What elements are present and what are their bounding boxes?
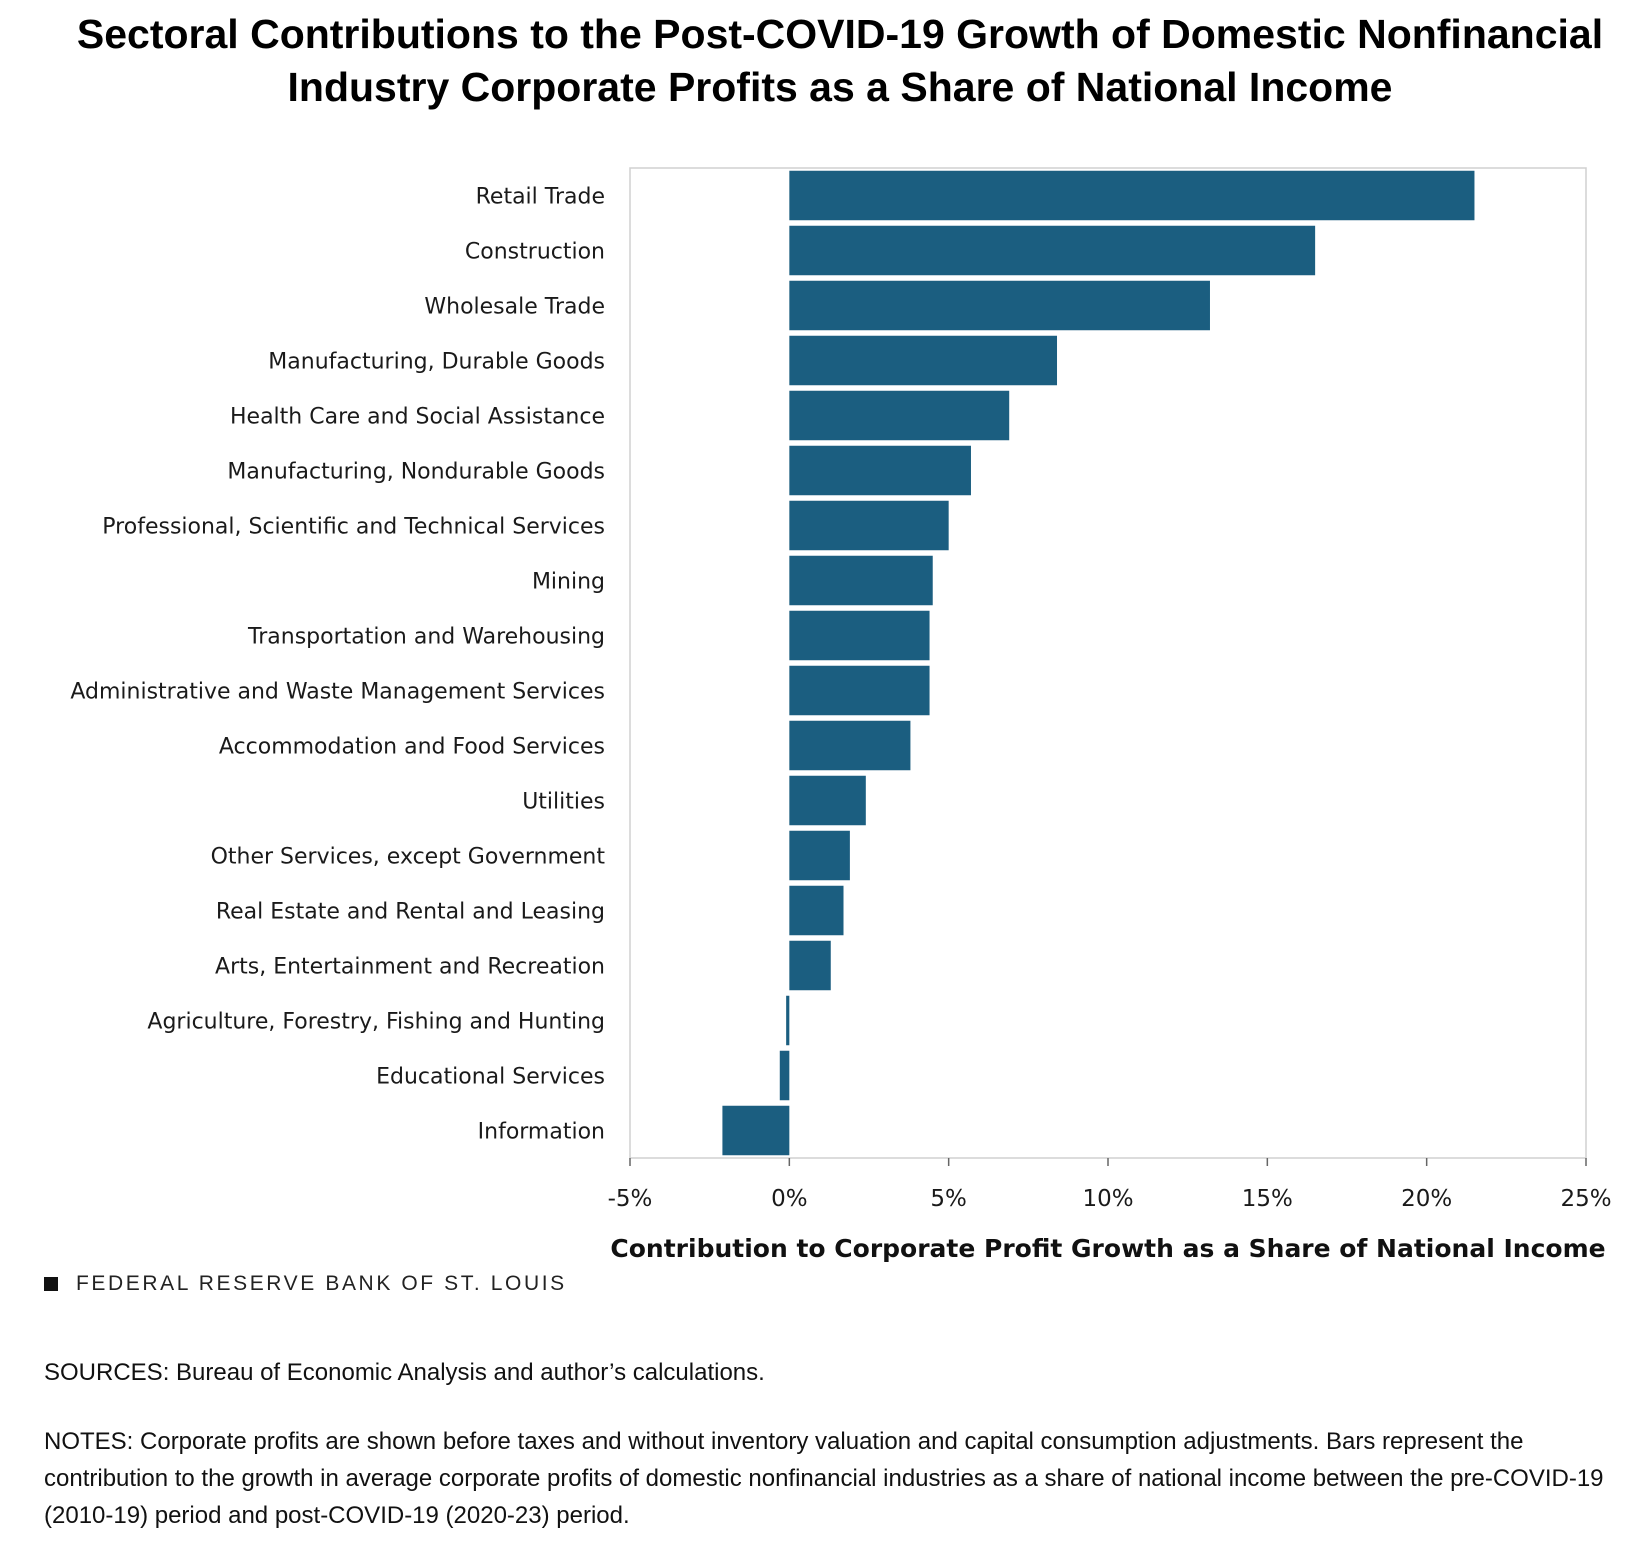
x-tick-label: 20% bbox=[1401, 1186, 1452, 1212]
x-tick-label: 5% bbox=[930, 1186, 967, 1212]
category-label: Professional, Scientific and Technical S… bbox=[102, 515, 605, 540]
x-tick-label: 25% bbox=[1560, 1186, 1611, 1212]
category-label: Mining bbox=[532, 570, 605, 595]
category-label: Information bbox=[478, 1120, 605, 1145]
category-label: Administrative and Waste Management Serv… bbox=[70, 680, 605, 705]
category-label: Other Services, except Government bbox=[211, 845, 606, 870]
bar bbox=[779, 1050, 790, 1101]
bar bbox=[789, 390, 1010, 441]
category-label: Arts, Entertainment and Recreation bbox=[215, 955, 605, 980]
branding-square-icon bbox=[44, 1277, 58, 1291]
bar bbox=[786, 995, 790, 1046]
category-label: Wholesale Trade bbox=[424, 295, 605, 320]
bar bbox=[789, 610, 930, 661]
bar bbox=[789, 335, 1058, 386]
category-label: Manufacturing, Durable Goods bbox=[268, 350, 605, 375]
category-label: Real Estate and Rental and Leasing bbox=[216, 900, 605, 925]
bar bbox=[789, 555, 933, 606]
bar-chart: Retail Trade Construction Wholesale Trade M… bbox=[70, 167, 1612, 1263]
category-label: Construction bbox=[465, 240, 605, 265]
category-label: Utilities bbox=[522, 790, 605, 815]
category-label: Health Care and Social Assistance bbox=[230, 405, 605, 430]
x-tick-label: 15% bbox=[1242, 1186, 1293, 1212]
bar bbox=[789, 885, 844, 936]
bar bbox=[789, 500, 949, 551]
bar bbox=[789, 280, 1210, 331]
notes-text: NOTES: Corporate profits are shown befor… bbox=[44, 1428, 1604, 1529]
x-tick-label: -5% bbox=[608, 1186, 653, 1212]
branding-text: FEDERAL RESERVE BANK OF ST. LOUIS bbox=[76, 1272, 567, 1295]
bar bbox=[789, 830, 850, 881]
x-tick-label: 10% bbox=[1082, 1186, 1133, 1212]
bar bbox=[722, 1105, 790, 1156]
category-label: Agriculture, Forestry, Fishing and Hunti… bbox=[147, 1010, 605, 1035]
x-axis-title: Contribution to Corporate Profit Growth … bbox=[610, 1234, 1605, 1263]
sources-note: SOURCES: Bureau of Economic Analysis and… bbox=[44, 1359, 765, 1386]
x-tick-label: 0% bbox=[771, 1186, 808, 1212]
category-label: Accommodation and Food Services bbox=[219, 735, 605, 760]
bar bbox=[789, 720, 911, 771]
category-label: Retail Trade bbox=[476, 185, 605, 210]
bar bbox=[789, 940, 831, 991]
bar bbox=[789, 225, 1316, 276]
bar bbox=[789, 665, 930, 716]
bar bbox=[789, 445, 971, 496]
chart-title: Sectoral Contributions to the Post-COVID… bbox=[76, 11, 1604, 110]
category-label: Educational Services bbox=[376, 1065, 605, 1090]
category-label: Transportation and Warehousing bbox=[247, 625, 605, 650]
bar bbox=[789, 775, 866, 826]
category-label: Manufacturing, Nondurable Goods bbox=[227, 460, 605, 485]
branding: FEDERAL RESERVE BANK OF ST. LOUIS bbox=[44, 1272, 567, 1296]
bar bbox=[789, 170, 1475, 221]
